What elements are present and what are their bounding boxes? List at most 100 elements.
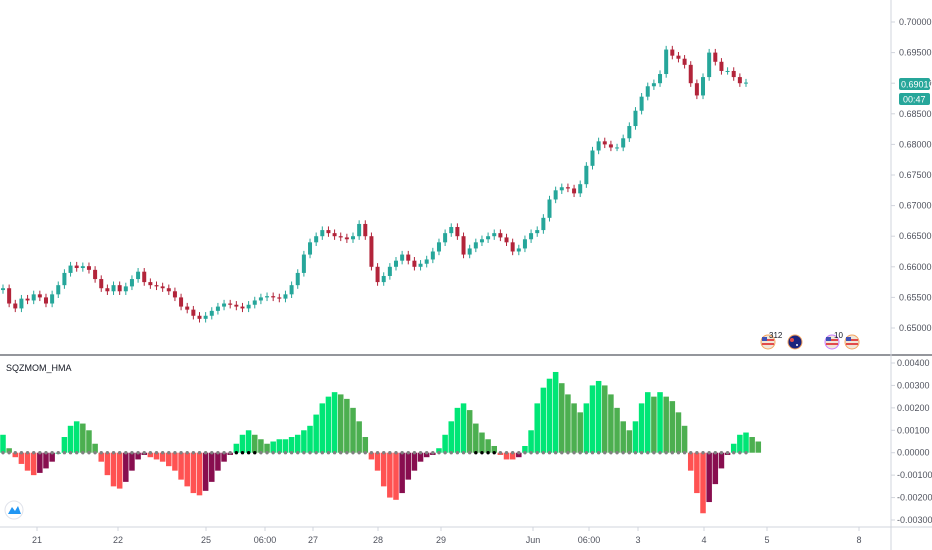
momentum-bar	[675, 412, 682, 453]
squeeze-dot	[375, 451, 380, 455]
squeeze-dot	[302, 451, 306, 455]
candle-body	[344, 237, 349, 240]
momentum-bar	[509, 452, 516, 460]
candle-body	[682, 58, 687, 65]
squeeze-dot	[517, 451, 521, 455]
squeeze-dot	[584, 451, 589, 455]
momentum-bar	[565, 394, 571, 453]
candle-body	[99, 279, 104, 289]
squeeze-dot	[154, 451, 159, 455]
squeeze-dot	[283, 451, 288, 455]
event-badge-count: 10	[834, 331, 843, 340]
squeeze-dot	[320, 451, 325, 455]
candle-body	[608, 144, 613, 148]
candle-body	[516, 248, 521, 252]
momentum-bar	[319, 403, 326, 453]
time-tick-label: 22	[113, 535, 123, 545]
momentum-bar	[245, 430, 252, 453]
squeeze-dot	[130, 451, 134, 455]
momentum-bar	[92, 443, 98, 453]
momentum-bar	[681, 425, 688, 453]
candle-body	[572, 188, 577, 194]
candle-body	[602, 141, 607, 145]
candle-body	[436, 242, 441, 252]
time-tick-label: 21	[32, 535, 42, 545]
squeeze-dot	[345, 451, 349, 455]
momentum-bar	[380, 452, 387, 487]
candle-body	[105, 288, 110, 292]
price-tick-label: 0.65500	[899, 292, 932, 302]
squeeze-dot	[443, 451, 447, 455]
time-tick-label: 25	[201, 535, 211, 545]
candle-body	[590, 150, 595, 166]
squeeze-dot	[523, 451, 527, 455]
time-tick-label: 29	[436, 535, 446, 545]
squeeze-dot	[173, 451, 177, 455]
squeeze-dot	[676, 451, 681, 455]
candle-body	[56, 285, 61, 295]
squeeze-dot	[277, 451, 282, 455]
candle-body	[615, 147, 620, 149]
candle-body	[694, 83, 699, 96]
tradingview-logo-icon[interactable]	[4, 500, 24, 520]
candle-body	[50, 294, 55, 304]
indicator-tick-label: 0.00400	[897, 358, 930, 368]
squeeze-dot	[332, 451, 337, 455]
momentum-bar	[503, 452, 510, 460]
momentum-bar	[473, 423, 479, 453]
candle-body	[19, 298, 24, 309]
squeeze-dot	[369, 451, 374, 455]
momentum-bar	[608, 394, 614, 453]
candle-body	[209, 310, 214, 316]
momentum-bar	[522, 445, 528, 453]
squeeze-dot	[363, 451, 367, 455]
candle-body	[326, 230, 331, 234]
squeeze-dot	[437, 451, 441, 455]
candle-body	[357, 223, 362, 237]
squeeze-dot	[191, 451, 196, 455]
candle-body	[117, 285, 122, 292]
squeeze-dot	[44, 451, 48, 455]
candle-body	[473, 242, 478, 249]
squeeze-dot	[695, 451, 699, 455]
squeeze-dot	[664, 451, 668, 455]
indicator-title[interactable]: SQZMOM_HMA	[6, 363, 72, 373]
candle-body	[62, 272, 67, 286]
indicator-tick-label: 0.00000	[897, 448, 930, 458]
price-tick-label: 0.68000	[899, 139, 932, 149]
event-badge[interactable]	[844, 334, 860, 350]
momentum-bar	[368, 452, 375, 460]
candle-body	[246, 304, 251, 309]
momentum-bar	[516, 452, 522, 458]
candlestick-series	[1, 45, 748, 323]
momentum-bar	[730, 443, 737, 453]
event-badge[interactable]: 312	[760, 331, 783, 350]
candle-body	[228, 303, 233, 305]
candle-body	[31, 294, 36, 301]
momentum-bar	[233, 443, 240, 453]
momentum-bar	[129, 452, 135, 471]
momentum-bar	[393, 452, 399, 500]
momentum-bar	[258, 439, 264, 453]
squeeze-dot	[504, 451, 509, 455]
momentum-bar	[190, 452, 197, 494]
candle-body	[479, 239, 484, 243]
squeeze-dot	[142, 451, 146, 455]
event-badge[interactable]: 10	[824, 331, 843, 350]
squeeze-dot	[93, 451, 97, 455]
time-tick-label: 8	[856, 535, 861, 545]
squeeze-dot	[719, 451, 724, 455]
indicator-axis[interactable]: 0.00400 0.00300 0.00200 0.00100 0.00000 -0.00…	[891, 358, 932, 525]
event-badge[interactable]	[787, 334, 803, 350]
time-axis[interactable]: 21 22 25 06:00 27 28 29 Jun 06:00 3 4 5 8	[32, 527, 862, 545]
candle-body	[553, 190, 558, 200]
momentum-bar	[626, 430, 633, 453]
candle-body	[449, 227, 454, 234]
candle-body	[627, 126, 632, 139]
candle-body	[387, 266, 392, 276]
squeeze-dot	[572, 451, 576, 455]
momentum-bar	[123, 452, 129, 482]
squeeze-dot	[160, 451, 165, 455]
candle-body	[129, 279, 134, 287]
